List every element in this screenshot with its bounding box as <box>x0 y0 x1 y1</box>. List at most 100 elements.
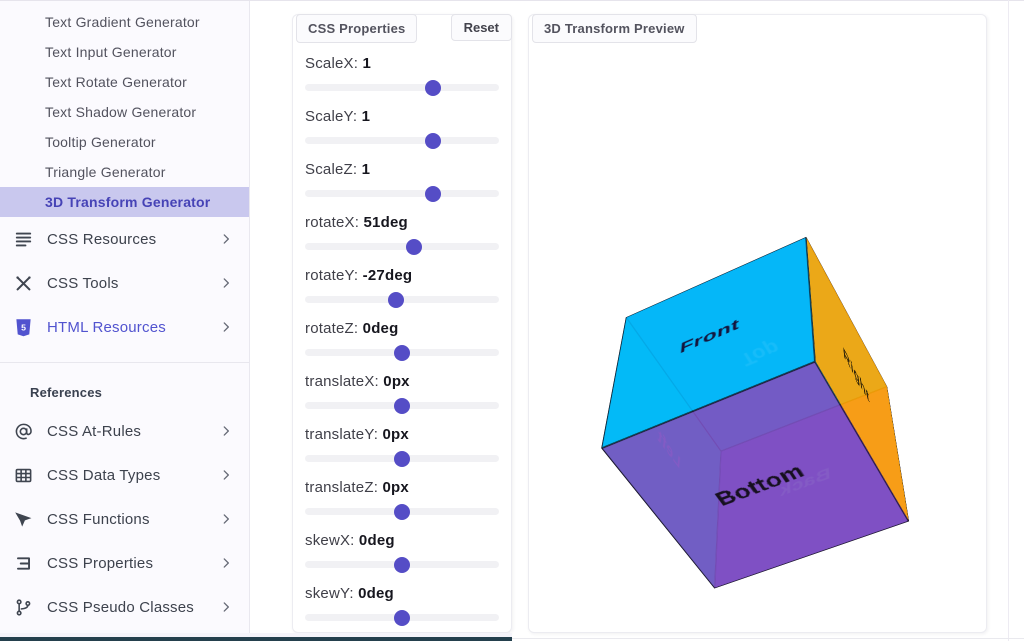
sidebar-item-text-input-generator[interactable]: Text Input Generator <box>45 44 177 60</box>
sidebar-item-css-functions[interactable]: CSS Functions <box>0 497 249 541</box>
svg-text:5: 5 <box>21 322 26 332</box>
cube-face-label: Right <box>842 343 871 408</box>
slider-value: 0deg <box>358 532 395 549</box>
lines-icon <box>14 230 33 249</box>
branch-icon <box>14 598 33 617</box>
slider-thumb[interactable] <box>388 291 405 308</box>
slider-thumb[interactable] <box>425 79 442 96</box>
cube-face-label: Front <box>679 315 740 358</box>
slider-thumb[interactable] <box>394 556 410 573</box>
slider-thumb[interactable] <box>425 132 442 149</box>
slider-thumb[interactable] <box>394 609 410 626</box>
slider-value: 0px <box>383 373 410 390</box>
chevron-right-icon <box>219 600 233 614</box>
sidebar-item-html-resources[interactable]: 5 HTML Resources <box>0 305 249 349</box>
cube: BackLeftTopFrontRightBottom <box>601 236 910 589</box>
slider-thumb[interactable] <box>425 185 442 202</box>
slider-name: rotateY: <box>305 267 363 284</box>
sidebar-item-label: CSS At-Rules <box>47 422 142 440</box>
slider-track[interactable] <box>305 609 499 626</box>
transform-preview-title: 3D Transform Preview <box>532 14 697 43</box>
slider-name: skewX: <box>305 532 359 549</box>
sidebar-item-css-properties[interactable]: CSS Properties <box>0 541 249 585</box>
transform-preview-panel: 3D Transform Preview BackLeftTopFrontRig… <box>528 14 987 633</box>
footer-bar-light <box>0 633 512 637</box>
slider-label: skewY: 0deg <box>305 585 499 605</box>
slider-scalex: ScaleX: 1 <box>305 55 499 96</box>
slider-rotatey: rotateY: -27deg <box>305 267 499 308</box>
sidebar-item-css-data-types[interactable]: CSS Data Types <box>0 453 249 497</box>
sidebar-item-tooltip-generator[interactable]: Tooltip Generator <box>45 134 156 150</box>
chevron-right-icon <box>219 276 233 290</box>
chevron-right-icon <box>219 320 233 334</box>
reset-button[interactable]: Reset <box>450 14 512 41</box>
sidebar-item-css-pseudo-classes[interactable]: CSS Pseudo Classes <box>0 585 249 629</box>
slider-track[interactable] <box>305 397 499 414</box>
table-icon <box>14 466 33 485</box>
slider-value: 0px <box>382 479 409 496</box>
slider-value: 1 <box>361 161 371 178</box>
slider-thumb[interactable] <box>394 503 410 520</box>
slider-track[interactable] <box>305 344 499 361</box>
slider-label: rotateZ: 0deg <box>305 320 499 340</box>
sidebar-item-label: HTML Resources <box>47 318 166 336</box>
slider-track[interactable] <box>305 238 499 255</box>
slider-name: rotateZ: <box>305 320 363 337</box>
sidebar-divider <box>0 362 249 363</box>
slider-thumb[interactable] <box>405 238 422 255</box>
slider-rotatex: rotateX: 51deg <box>305 214 499 255</box>
top-border <box>0 0 1024 1</box>
slider-value: 0deg <box>358 585 394 602</box>
sidebar: Text Gradient Generator Text Input Genera… <box>0 1 250 641</box>
slider-value: 51deg <box>363 214 408 231</box>
slider-name: rotateX: <box>305 214 364 231</box>
slider-value: 0deg <box>362 320 399 337</box>
slider-track[interactable] <box>305 556 499 573</box>
slider-thumb[interactable] <box>394 344 410 361</box>
css-properties-panel-title: CSS Properties <box>296 14 418 43</box>
brackets-icon <box>14 554 33 573</box>
slider-thumb[interactable] <box>394 397 410 414</box>
slider-skewy: skewY: 0deg <box>305 585 499 626</box>
slider-label: translateZ: 0px <box>305 479 499 499</box>
chevron-right-icon <box>219 468 233 482</box>
slider-track[interactable] <box>305 450 499 467</box>
references-header: References <box>30 385 103 400</box>
slider-track[interactable] <box>305 132 499 149</box>
slider-track[interactable] <box>305 291 499 308</box>
slider-label: ScaleY: 1 <box>305 108 499 128</box>
slider-name: ScaleZ: <box>305 161 362 178</box>
sidebar-item-text-gradient-generator[interactable]: Text Gradient Generator <box>45 14 200 30</box>
cube-face-label: Bottom <box>711 459 809 511</box>
slider-scaley: ScaleY: 1 <box>305 108 499 149</box>
sidebar-item-text-shadow-generator[interactable]: Text Shadow Generator <box>45 104 197 120</box>
slider-track[interactable] <box>305 503 499 520</box>
sidebar-item-label: CSS Pseudo Classes <box>47 598 195 616</box>
sidebar-generators: Text Gradient Generator Text Input Genera… <box>0 1 249 217</box>
sidebar-categories: CSS Resources CSS Tools 5 HTML Resources <box>0 217 249 349</box>
slider-label: ScaleX: 1 <box>305 55 499 75</box>
tools-icon <box>14 274 33 293</box>
slider-name: translateY: <box>305 426 383 443</box>
slider-rotatez: rotateZ: 0deg <box>305 320 499 361</box>
slider-thumb[interactable] <box>394 450 410 467</box>
slider-value: -27deg <box>362 267 413 284</box>
slider-track[interactable] <box>305 185 499 202</box>
sidebar-item-css-tools[interactable]: CSS Tools <box>0 261 249 305</box>
slider-track[interactable] <box>305 79 499 96</box>
sidebar-item-css-resources[interactable]: CSS Resources <box>0 217 249 261</box>
slider-name: translateZ: <box>305 479 383 496</box>
sidebar-item-text-rotate-generator[interactable]: Text Rotate Generator <box>45 74 187 90</box>
chevron-right-icon <box>219 512 233 526</box>
html5-icon: 5 <box>14 318 33 337</box>
sidebar-item-triangle-generator[interactable]: Triangle Generator <box>45 164 166 180</box>
content-right-border <box>1008 0 1009 641</box>
slider-name: ScaleX: <box>305 55 363 72</box>
sliders-container: ScaleX: 1 ScaleY: 1 ScaleZ: 1 rotateX: 51de… <box>293 15 511 626</box>
slider-name: ScaleY: <box>305 108 362 125</box>
sidebar-item-css-at-rules[interactable]: CSS At-Rules <box>0 409 249 453</box>
sidebar-item-label: CSS Functions <box>47 510 150 528</box>
sidebar-item-label: CSS Properties <box>47 554 154 572</box>
sidebar-item-3d-transform-generator[interactable]: 3D Transform Generator <box>0 187 249 217</box>
